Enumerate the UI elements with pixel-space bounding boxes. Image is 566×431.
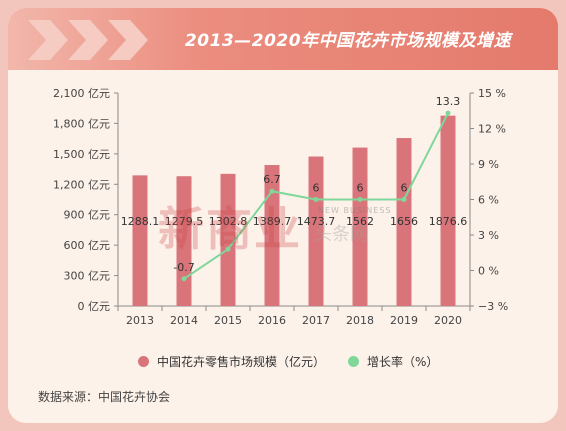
bar-data-label: 1876.6 bbox=[429, 215, 468, 228]
bar bbox=[396, 138, 412, 306]
chart-legend: 中国花卉零售市场规模（亿元） 增长率（%） bbox=[8, 353, 558, 375]
growth-data-label: 6 bbox=[313, 182, 320, 195]
y-tick-label: 300 亿元 bbox=[64, 270, 111, 283]
growth-data-label: 6.7 bbox=[263, 173, 281, 186]
x-tick-label: 2015 bbox=[214, 314, 242, 327]
growth-point bbox=[445, 110, 451, 116]
bar-data-label: 1656 bbox=[390, 215, 418, 228]
y2-tick-label: −3 % bbox=[478, 300, 508, 313]
y-tick-label: 1,800 亿元 bbox=[53, 117, 110, 130]
x-tick-label: 2013 bbox=[126, 314, 154, 327]
y-tick-label: 1,200 亿元 bbox=[53, 178, 110, 191]
growth-data-label: 6 bbox=[357, 182, 364, 195]
x-tick-label: 2017 bbox=[302, 314, 330, 327]
growth-point bbox=[313, 197, 319, 202]
title-banner: 2013—2020年中国花卉市场规模及增速 bbox=[8, 8, 558, 70]
y2-tick-label: 0 % bbox=[478, 265, 499, 278]
chart-title: 2013—2020年中国花卉市场规模及增速 bbox=[184, 31, 512, 51]
chart-card: 2013—2020年中国花卉市场规模及增速 0 亿元 300 亿元 600 亿元 90… bbox=[8, 8, 558, 423]
bar-data-label: 1389.7 bbox=[253, 215, 292, 228]
legend-item-bar: 中国花卉零售市场规模（亿元） bbox=[138, 353, 325, 370]
y-tick-label: 0 亿元 bbox=[78, 300, 111, 313]
bar-data-label: 1473.7 bbox=[297, 215, 336, 228]
growth-data-label: 13.3 bbox=[436, 95, 461, 108]
legend-bar-label: 中国花卉零售市场规模（亿元） bbox=[157, 355, 326, 369]
legend-line-label: 增长率（%） bbox=[367, 355, 439, 369]
bar bbox=[352, 147, 368, 306]
y-tick-label: 600 亿元 bbox=[64, 239, 111, 252]
growth-point bbox=[401, 197, 407, 202]
x-tick-label: 2018 bbox=[346, 314, 374, 327]
watermark-site: 头条网 bbox=[314, 224, 368, 245]
x-tick-label: 2014 bbox=[170, 314, 198, 327]
bar bbox=[440, 115, 456, 306]
growth-data-label: -0.7 bbox=[173, 261, 194, 274]
bar bbox=[264, 165, 280, 306]
x-tick-label: 2020 bbox=[434, 314, 462, 327]
chevron-decoration-icon bbox=[28, 20, 148, 60]
legend-bar-swatch bbox=[138, 356, 149, 367]
data-source: 数据来源：中国花卉协会 bbox=[38, 390, 171, 404]
y-tick-label: 2,100 亿元 bbox=[53, 87, 110, 100]
y-tick-label: 900 亿元 bbox=[64, 209, 111, 222]
x-tick-label: 2019 bbox=[390, 314, 418, 327]
bar bbox=[176, 176, 192, 306]
y2-tick-label: 15 % bbox=[478, 87, 506, 100]
legend-line-swatch bbox=[348, 356, 359, 367]
x-tick-label: 2016 bbox=[258, 314, 286, 327]
bar bbox=[308, 156, 324, 306]
bar-data-label: 1562 bbox=[346, 215, 374, 228]
y2-tick-label: 9 % bbox=[478, 158, 499, 171]
chart-plot: 0 亿元 300 亿元 600 亿元 900 亿元 1,200 亿元 1,500 亿元 1,… bbox=[53, 87, 508, 327]
bar bbox=[132, 175, 148, 306]
bar bbox=[220, 173, 236, 306]
bar-data-label: 1279.5 bbox=[165, 215, 204, 228]
growth-point bbox=[269, 188, 275, 194]
growth-point bbox=[225, 246, 231, 252]
y2-tick-label: 3 % bbox=[478, 229, 499, 242]
y2-tick-label: 6 % bbox=[478, 194, 499, 207]
watermark-subtitle: NEW BUSINESS bbox=[318, 206, 392, 215]
growth-data-label: 6 bbox=[401, 182, 408, 195]
bar-data-label: 1288.1 bbox=[121, 215, 160, 228]
y2-tick-label: 12 % bbox=[478, 123, 506, 136]
growth-point bbox=[357, 197, 363, 202]
legend-item-line: 增长率（%） bbox=[348, 353, 438, 370]
bar-data-label: 1302.8 bbox=[209, 215, 248, 228]
growth-point bbox=[181, 276, 187, 282]
y-tick-label: 1,500 亿元 bbox=[53, 148, 110, 161]
